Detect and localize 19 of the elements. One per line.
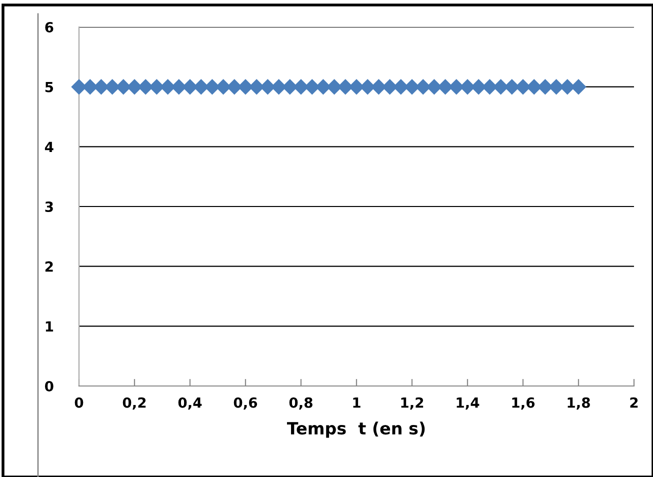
x-tick-label: 1,8 bbox=[568, 397, 590, 410]
y-tick-label: 5 bbox=[45, 82, 54, 92]
x-tick-label: 1,4 bbox=[456, 398, 480, 410]
x-tick-label: 0 bbox=[74, 397, 84, 408]
y-tick-label: 1 bbox=[46, 321, 54, 332]
x-tick-label: 1,6 bbox=[512, 397, 535, 410]
x-tick-label: 2 bbox=[630, 397, 638, 408]
x-tick-label: 0,8 bbox=[289, 397, 312, 410]
x-tick-label: 0,2 bbox=[122, 397, 146, 410]
y-tick-label: 3 bbox=[45, 201, 53, 212]
y-tick-label: 4 bbox=[44, 142, 54, 152]
x-tick-label: 1,2 bbox=[401, 397, 424, 410]
x-tick-label: 1 bbox=[353, 398, 360, 408]
y-tick-label: 6 bbox=[45, 22, 54, 32]
x-axis-title: Temps t (en s) bbox=[286, 422, 425, 438]
y-tick-label: 2 bbox=[45, 261, 53, 272]
x-tick-label: 0,6 bbox=[234, 397, 258, 410]
x-tick-label: 0,4 bbox=[178, 397, 202, 410]
y-tick-label: 0 bbox=[45, 380, 54, 392]
